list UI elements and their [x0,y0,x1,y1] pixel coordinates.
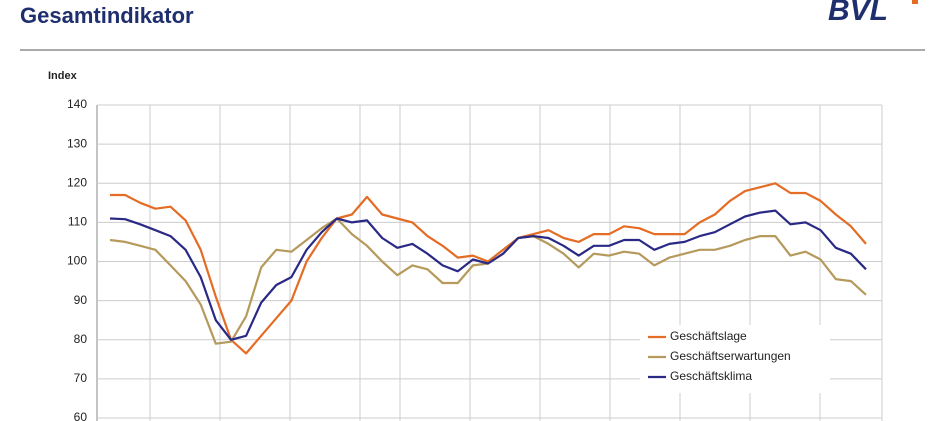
y-tick-label: 140 [67,97,87,111]
y-tick-label: 70 [74,371,88,385]
y-axis-label: Index [48,70,78,82]
legend-label: Geschäftslage [670,329,747,343]
y-tick-label: 80 [74,332,88,346]
legend-box [640,325,830,393]
page-title: Gesamtindikator [20,3,194,28]
series-line [110,182,867,355]
legend-label: Geschäftserwartungen [670,349,791,363]
logo: BVL [828,0,888,27]
y-tick-label: 60 [74,410,88,421]
y-tick-label: 110 [68,215,87,229]
y-tick-label: 100 [67,254,87,268]
y-tick-label: 130 [67,136,87,150]
y-tick-label: 120 [67,175,87,189]
y-tick-label: 90 [74,293,88,307]
logo-accent [912,0,918,4]
legend: Geschäftslage Geschäftserwartungen Geschäf… [640,325,830,393]
series-line [109,217,867,345]
legend-label: Geschäftsklima [670,369,752,383]
series-line [109,209,867,341]
